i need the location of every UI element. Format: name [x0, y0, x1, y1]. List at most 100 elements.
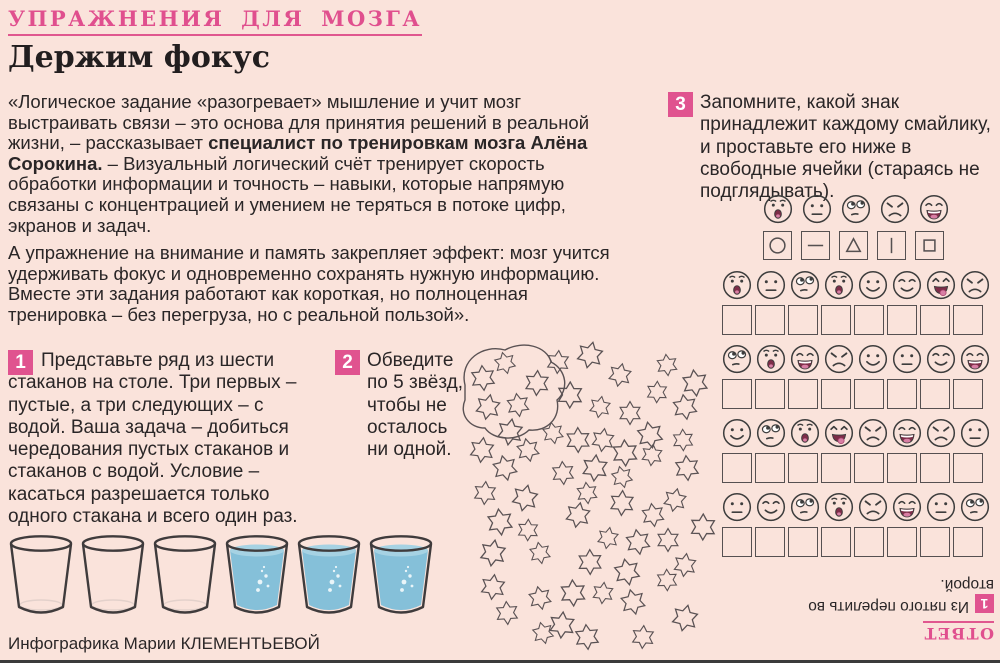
task3-text: Запомните, какой знак принадлежит каждом…: [700, 92, 991, 203]
star-icon: [560, 578, 586, 608]
empty-answer-cell: [788, 379, 818, 409]
smiley-smile-icon: [722, 418, 752, 448]
star-icon: [496, 417, 524, 447]
intro-paragraph-1: «Логическое задание «разогревает» мышлен…: [8, 91, 620, 236]
empty-answer-cell: [788, 453, 818, 483]
memory-grid: [722, 270, 998, 566]
star-icon: [576, 341, 604, 369]
smiley-angry-icon: [824, 344, 854, 374]
empty-answer-cell: [821, 305, 851, 335]
star-icon: [596, 526, 620, 550]
empty-answer-cell: [788, 527, 818, 557]
smiley-neutral-icon: [722, 492, 752, 522]
empty-answer-cell: [788, 305, 818, 335]
empty-answer-cell: [953, 379, 983, 409]
empty-answer-cell: [953, 305, 983, 335]
empty-answer-cell: [722, 527, 752, 557]
empty-answer-cell: [887, 527, 917, 557]
empty-answer-cell: [920, 453, 950, 483]
answer-cells-row: [722, 527, 998, 557]
star-icon: [576, 481, 598, 505]
star-icon: [681, 368, 709, 398]
smiley-laugh-icon: [960, 344, 990, 374]
star-icon: [470, 364, 496, 392]
star-icon: [672, 393, 698, 421]
star-icon: [565, 501, 591, 529]
smiley-surprised-icon: [790, 418, 820, 448]
glass-empty-icon: [80, 534, 146, 625]
star-icon: [480, 573, 506, 601]
star-field: [462, 341, 716, 651]
star-icon: [641, 443, 663, 467]
task-memory: 3 Запомните, какой знак принадлежит кажд…: [668, 92, 998, 203]
glass-full-icon: [224, 534, 290, 625]
smiley-angry-icon: [858, 418, 888, 448]
answer-cells-row: [722, 453, 998, 483]
star-icon: [588, 395, 612, 419]
smiley-neutral-icon: [756, 270, 786, 300]
smiley-smile-icon: [858, 344, 888, 374]
kicker: УПРАЖНЕНИЯ ДЛЯ МОЗГА: [8, 6, 423, 36]
star-icon: [492, 454, 518, 482]
empty-answer-cell: [887, 305, 917, 335]
empty-answer-cell: [722, 453, 752, 483]
smiley-angry-icon: [926, 418, 956, 448]
smiley-row: [722, 418, 998, 448]
star-icon: [546, 349, 570, 375]
intro-paragraph-2: А упражнение на внимание и память закреп…: [8, 242, 610, 325]
star-icon: [625, 528, 651, 556]
star-icon: [613, 557, 641, 587]
star-icon: [663, 487, 687, 513]
expert-name: специалист по тренировкам мозга Алёна Со…: [8, 132, 588, 174]
star-icon: [592, 581, 614, 605]
smiley-surprised-icon: [763, 194, 793, 224]
star-icon: [671, 604, 699, 632]
empty-answer-cell: [722, 305, 752, 335]
empty-answer-cell: [821, 379, 851, 409]
star-icon: [506, 392, 530, 418]
star-icon: [528, 541, 552, 565]
smiley-eyeroll-icon: [722, 344, 752, 374]
answer-text: Из пятого перелить во второй.: [808, 576, 994, 615]
smiley-neutral-icon: [802, 194, 832, 224]
glass-full-icon: [296, 534, 362, 625]
star-icon: [469, 436, 495, 464]
smiley-neutral-icon: [892, 344, 922, 374]
smiley-surprised-icon: [824, 492, 854, 522]
star-icon: [641, 502, 665, 528]
answer-number-badge: 1: [975, 594, 994, 613]
key-symbol-square: [915, 231, 944, 260]
task-stars: 2 Обведите по 5 звёзд, чтобы не осталось…: [335, 350, 475, 461]
answer-cells-row: [722, 305, 998, 335]
smiley-angry-icon: [960, 270, 990, 300]
star-icon: [631, 624, 655, 650]
answer-body: 1Из пятого перелить во второй.: [802, 575, 994, 616]
smiley-laugh-icon: [919, 194, 949, 224]
star-icon: [690, 512, 716, 542]
answer-label: ОТВЕТ: [923, 621, 994, 643]
task-glasses: 1 Представьте ряд из шести стаканов на с…: [8, 350, 326, 528]
smiley-laugh-icon: [892, 492, 922, 522]
task2-text: Обведите по 5 звёзд, чтобы не осталось н…: [367, 350, 464, 461]
smiley-row: [722, 270, 998, 300]
glass-empty-icon: [152, 534, 218, 625]
star-icon: [486, 507, 514, 537]
empty-answer-cell: [953, 453, 983, 483]
glass-full-icon: [368, 534, 434, 625]
bottom-border: [0, 660, 1000, 663]
smiley-neutral-icon: [960, 418, 990, 448]
smiley-row: [722, 344, 998, 374]
memory-key-faces: [763, 194, 949, 224]
star-icon: [646, 380, 668, 404]
star-icon: [566, 426, 590, 454]
smiley-smile-icon: [858, 270, 888, 300]
star-icon: [591, 427, 615, 453]
key-symbol-bar: [877, 231, 906, 260]
star-icon: [516, 437, 540, 463]
smiley-angry-icon: [858, 492, 888, 522]
empty-answer-cell: [887, 379, 917, 409]
star-icon: [656, 353, 678, 377]
credit-line: Инфографика Марии КЛЕМЕНТЬЕВОЙ: [8, 634, 320, 653]
answer-block: ОТВЕТ 1Из пятого перелить во второй.: [802, 575, 994, 643]
